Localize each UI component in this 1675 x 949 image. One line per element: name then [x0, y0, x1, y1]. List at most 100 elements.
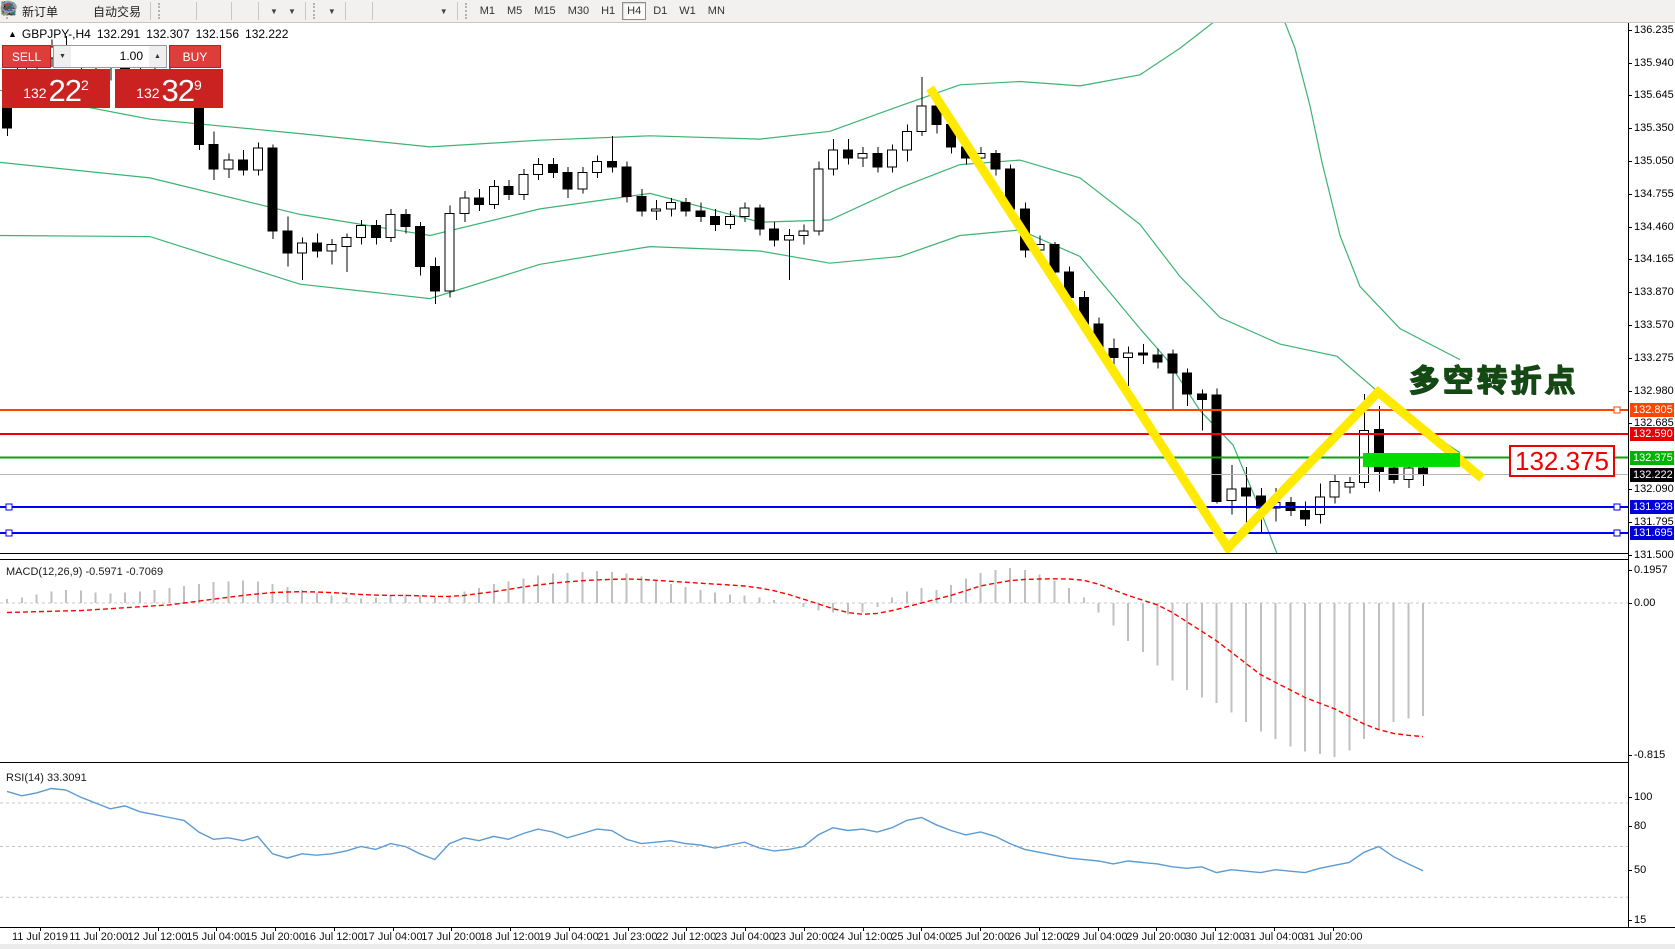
time-axis[interactable]: 11 Jul 2019 11 Jul 20:00 12 Jul 12:00 15 Ju… — [0, 927, 1675, 949]
time-axis-label: 11 Jul 20:00 — [69, 931, 129, 943]
market-watch-button[interactable] — [1, 1, 78, 21]
macd-axis-label: 0.1957 — [1629, 564, 1668, 576]
timeframe-h1-button[interactable]: H1 — [601, 5, 616, 17]
price-chart-canvas[interactable] — [0, 23, 1629, 553]
macd-pane[interactable] — [0, 560, 1629, 762]
time-axis-tick — [862, 928, 864, 931]
profiles-button[interactable]: ▼ — [1, 1, 300, 21]
timeframe-m30-button[interactable]: M30 — [567, 5, 590, 17]
buy-price-button[interactable]: 132 32 9 — [115, 69, 223, 108]
price-axis-label: 133.570 — [1629, 319, 1674, 332]
price-level-tag: 131.695 — [1630, 525, 1674, 540]
new-order-button[interactable]: 新订单 — [1, 1, 62, 21]
timeframe-mn-button[interactable]: MN — [707, 5, 725, 17]
chat-button[interactable] — [1, 1, 1671, 21]
horizontal-line-tool-button[interactable] — [2, 1, 394, 21]
sell-button[interactable]: SELL — [2, 45, 51, 68]
macd-canvas[interactable] — [0, 560, 1629, 762]
equidistant-channel-tool-button[interactable]: E — [1, 1, 410, 21]
new-chart-button[interactable]: ▼ — [1, 1, 282, 21]
autotrading-button[interactable]: 自动交易 — [1, 1, 145, 21]
time-axis-tick — [1097, 928, 1099, 931]
time-axis-tick — [392, 928, 394, 931]
time-axis-tick — [1215, 928, 1216, 931]
main-chart-pane[interactable] — [0, 23, 1629, 553]
cursor-tool-button[interactable] — [4, 1, 359, 21]
fibonacci-tool-button[interactable]: F — [2, 1, 418, 21]
price-axis-border — [1628, 23, 1629, 927]
price-axis[interactable]: 136.235 135.940 135.645 135.350 135.050 134.7… — [1628, 23, 1675, 948]
time-axis-label: 25 Jul 04:00 — [891, 931, 952, 943]
time-axis-tick — [1156, 928, 1158, 931]
time-axis-label: 31 Jul 04:00 — [1243, 931, 1304, 943]
time-axis-tick — [627, 928, 629, 931]
tile-windows-button[interactable] — [2, 1, 226, 21]
timeframe-m1-button[interactable]: M1 — [479, 5, 495, 17]
timeframe-h4-button[interactable]: H4 — [622, 2, 647, 20]
sell-price-button[interactable]: 132 22 2 — [2, 69, 110, 108]
arrange-vertical-button[interactable] — [1, 1, 245, 21]
current-price-tag: 132.222 — [1630, 467, 1674, 482]
buy-button[interactable]: BUY — [169, 45, 221, 68]
price-axis-label: 133.275 — [1629, 351, 1674, 364]
rsi-pane[interactable] — [0, 768, 1629, 927]
trendline-tool-button[interactable] — [2, 1, 402, 21]
timeframe-d1-button[interactable]: D1 — [653, 5, 668, 17]
time-axis-tick — [921, 928, 923, 931]
time-axis-label: 16 Jul 12:00 — [303, 931, 364, 943]
timeframe-w1-button[interactable]: W1 — [679, 5, 696, 17]
toolbar-separator — [344, 2, 346, 20]
quotes-button[interactable] — [1, 1, 70, 21]
toolbar-grip — [464, 3, 470, 19]
timeframe-m15-button[interactable]: M15 — [534, 5, 556, 17]
vertical-line-tool-button[interactable] — [7, 1, 386, 21]
time-axis-tick — [98, 928, 100, 931]
signals-button[interactable] — [0, 0, 86, 21]
time-axis-label: 21 Jul 23:00 — [597, 931, 658, 943]
collapse-triangle-icon[interactable]: ▲ — [8, 29, 17, 39]
toolbar-separator — [304, 2, 306, 20]
toolbar-separator — [258, 2, 260, 20]
line-chart-button[interactable] — [1, 1, 191, 21]
arrange-cascade-button[interactable] — [1, 1, 253, 21]
price-level-tag: 131.928 — [1630, 500, 1674, 515]
price-axis-label: 131.795 — [1629, 515, 1674, 528]
time-axis-label: 26 Jul 12:00 — [1008, 931, 1069, 943]
price-axis-label: 135.645 — [1629, 89, 1674, 102]
time-axis-label: 12 Jul 12:00 — [127, 931, 188, 943]
rsi-canvas[interactable] — [0, 768, 1629, 927]
candle-chart-button[interactable] — [1, 1, 183, 21]
chart-title: ▲ GBPJPY-,H4 132.291 132.307 132.156 132… — [8, 27, 294, 41]
bar-chart-button[interactable] — [1, 1, 175, 21]
ohlc-open: 132.291 — [96, 27, 141, 41]
time-axis-tick — [1332, 928, 1334, 931]
price-level-tag: 132.375 — [1630, 450, 1674, 465]
time-axis-tick — [568, 928, 570, 931]
timeframe-m5-button[interactable]: M5 — [507, 5, 523, 17]
text-tool-button[interactable]: A — [4, 1, 426, 21]
window-bottom-strip — [0, 944, 1675, 949]
price-annotation-box[interactable]: 132.375 — [1509, 445, 1615, 477]
price-axis-label: 135.050 — [1629, 155, 1674, 168]
time-axis-label: 17 Jul 04:00 — [362, 931, 423, 943]
volume-increase-button[interactable]: ▲ — [149, 46, 166, 67]
crosshair-tool-button[interactable] — [1, 1, 367, 21]
time-axis-label: 18 Jul 12:00 — [480, 931, 540, 943]
pivot-annotation-text[interactable]: 多空转折点 — [1408, 364, 1579, 398]
price-axis-label: 133.870 — [1629, 285, 1674, 298]
indicators-button[interactable]: ▼ — [1, 1, 340, 21]
volume-input[interactable]: 1.00 — [119, 49, 143, 63]
toolbar-separator — [231, 2, 233, 20]
arrows-tool-button[interactable]: ▼ — [4, 1, 452, 21]
search-button[interactable] — [1, 1, 1663, 21]
zoom-in-button[interactable] — [2, 1, 210, 21]
volume-decrease-button[interactable]: ▼ — [54, 46, 71, 67]
pane-separator[interactable] — [0, 553, 1675, 560]
dropdown-caret-icon: ▼ — [287, 6, 296, 16]
zoom-out-button[interactable] — [2, 1, 218, 21]
text-label-tool-button[interactable]: T — [1, 1, 434, 21]
price-axis-label: 132.090 — [1629, 483, 1674, 496]
macd-axis-label: 0.00 — [1628, 597, 1656, 609]
price-axis-label: 134.755 — [1629, 187, 1674, 200]
price-axis-label: 134.460 — [1629, 220, 1674, 233]
